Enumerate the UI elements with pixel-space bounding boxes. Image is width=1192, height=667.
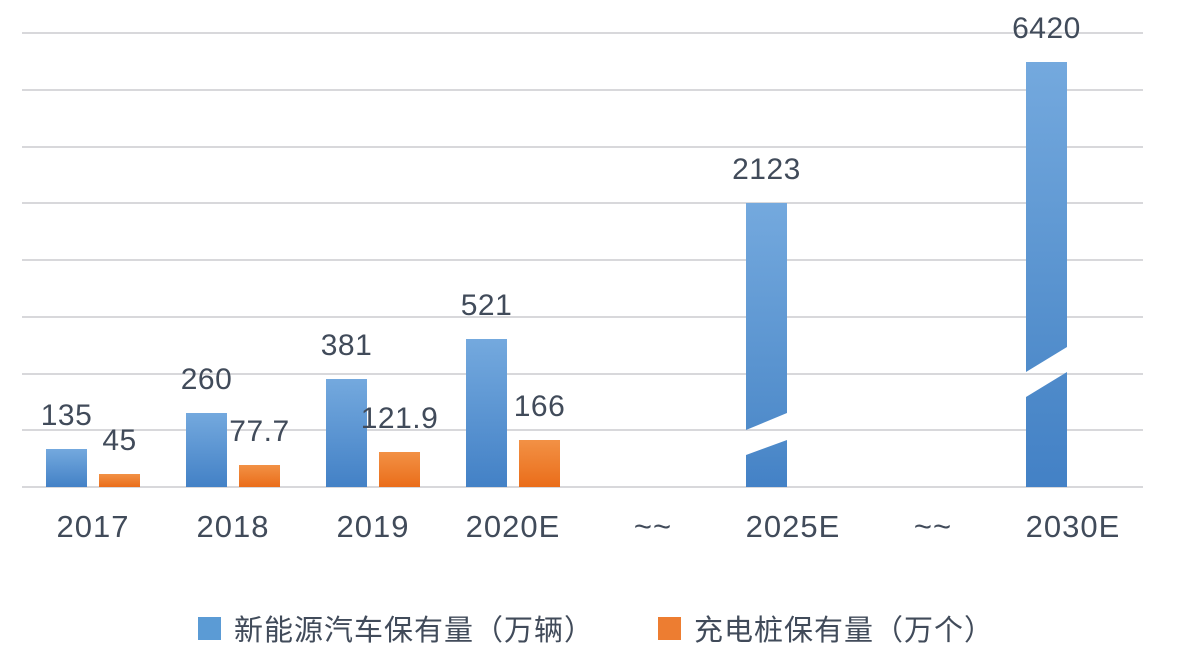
bar-nev-2025E — [746, 203, 787, 487]
data-label-nev-2017: 135 — [40, 398, 93, 432]
legend-label-nev: 新能源汽车保有量（万辆） — [233, 615, 594, 647]
bar-charger-2017 — [99, 474, 140, 487]
legend-orange-square-icon — [658, 616, 681, 640]
data-label-nev-2025E: 2123 — [732, 153, 801, 186]
gridline — [22, 145, 1143, 148]
bar-charger-2020E — [519, 439, 560, 487]
bar-charger-2018 — [239, 464, 280, 487]
x-axis-label-2019: 2019 — [336, 509, 410, 544]
legend-item-nev: 新能源汽车保有量（万辆） — [197, 607, 594, 649]
bar-segment-lower — [746, 440, 787, 487]
bar-nev-2019 — [326, 378, 367, 487]
data-label-charger-2017: 45 — [102, 424, 137, 458]
bar-nev-2020E — [466, 339, 507, 487]
axis-break-marker-4: ~~ — [633, 509, 673, 544]
gridline — [22, 429, 1143, 432]
legend-item-charger: 充电桩保有量（万个） — [658, 607, 994, 649]
x-axis-label-2017: 2017 — [56, 509, 130, 544]
gridline — [22, 315, 1143, 318]
gridline — [22, 32, 1143, 34]
data-label-nev-2030E: 6420 — [1012, 12, 1081, 45]
x-axis-label-2025E: 2025E — [745, 509, 841, 544]
data-label-charger-2019: 121.9 — [360, 402, 439, 436]
gridline — [22, 88, 1143, 91]
bar-charger-2019 — [379, 452, 420, 487]
x-axis-label-2018: 2018 — [196, 509, 270, 544]
gridline — [22, 372, 1143, 375]
bar-segment-upper — [1026, 62, 1067, 372]
bar-segment-lower — [1026, 372, 1067, 487]
legend: 新能源汽车保有量（万辆） 充电桩保有量（万个） — [0, 604, 1192, 652]
data-label-nev-2018: 260 — [180, 363, 233, 397]
data-label-charger-2020E: 166 — [513, 389, 566, 423]
legend-blue-square-icon — [197, 616, 221, 640]
data-label-nev-2019: 381 — [320, 328, 373, 362]
bar-nev-2030E — [1026, 62, 1067, 487]
data-label-nev-2020E: 521 — [460, 289, 513, 323]
bar-nev-2018 — [186, 413, 227, 487]
bar-nev-2017 — [46, 448, 87, 487]
bar-segment-upper — [746, 203, 787, 430]
x-axis-label-2030E: 2030E — [1025, 509, 1121, 544]
x-axis-label-2020E: 2020E — [465, 509, 561, 544]
data-label-charger-2018: 77.7 — [229, 414, 290, 448]
legend-label-charger: 充电桩保有量（万个） — [694, 615, 995, 647]
axis-break-marker-6: ~~ — [913, 509, 953, 544]
gridline — [22, 259, 1143, 261]
gridline — [22, 202, 1143, 205]
gridline — [22, 486, 1143, 488]
